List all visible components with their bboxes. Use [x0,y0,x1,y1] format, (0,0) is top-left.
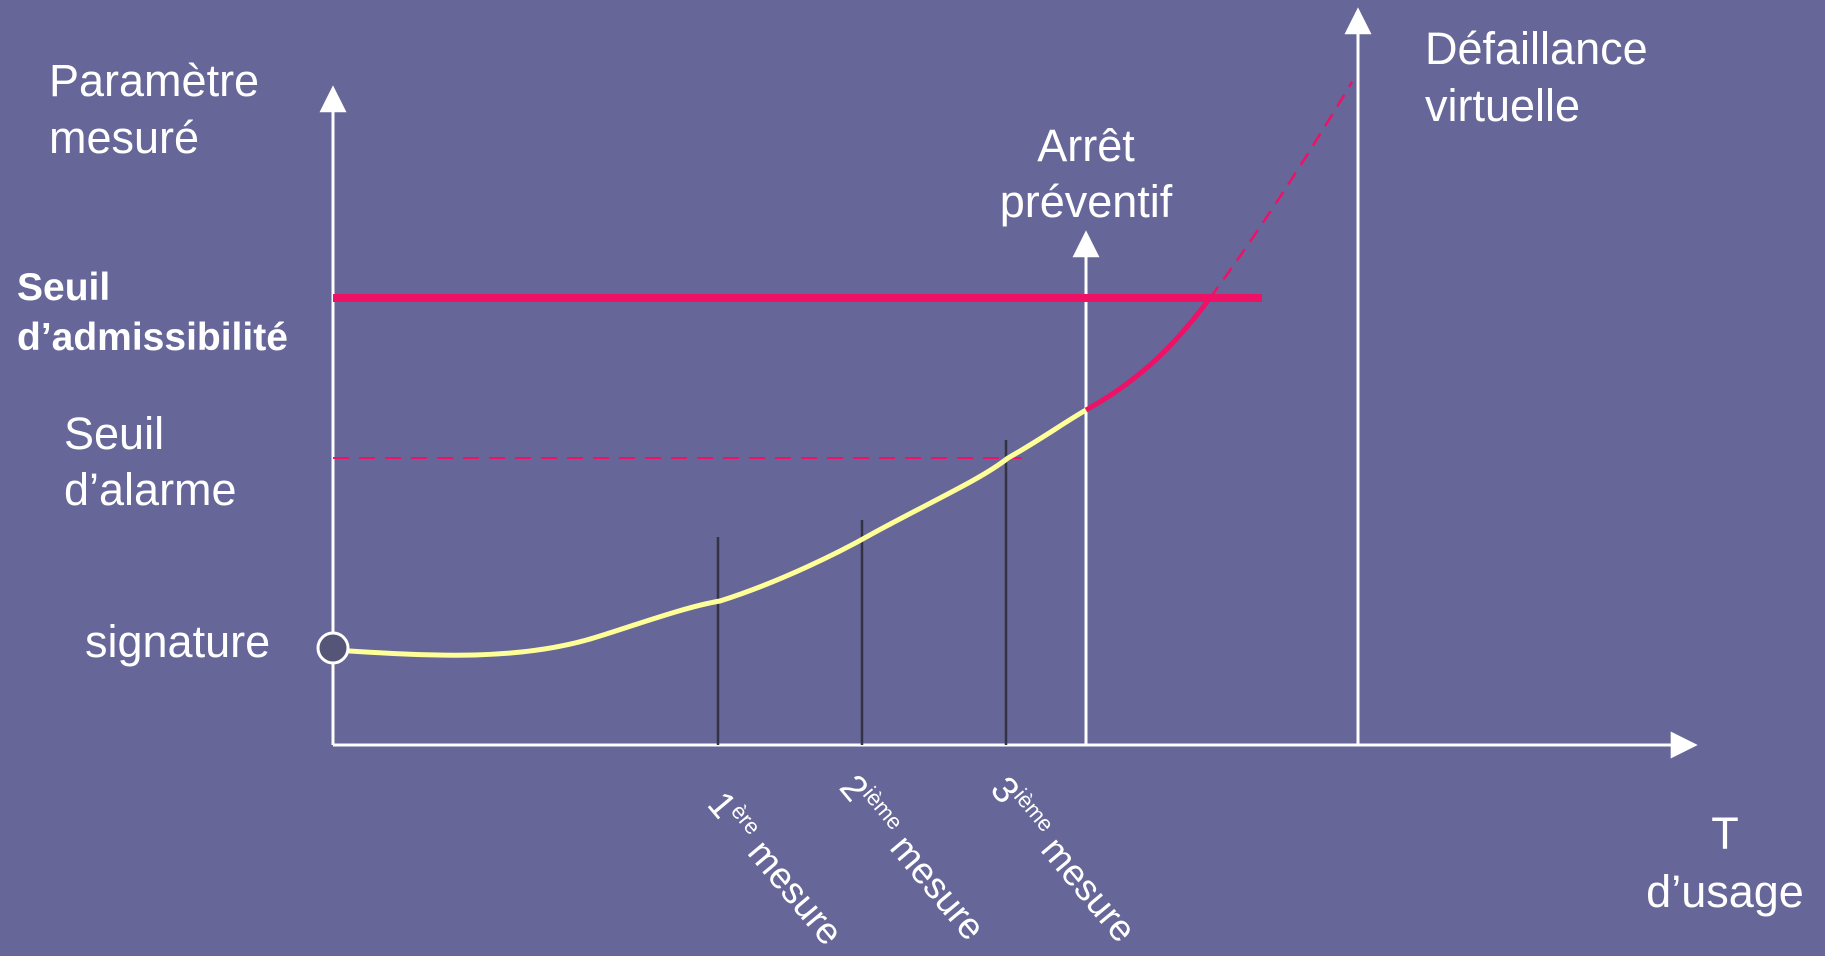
measure-label-2: 2ième mesure [832,766,994,948]
degradation-curve [330,407,1089,658]
preventive-stop-label-line1: Arrêt [1037,120,1135,171]
degradation-curve-critical [1084,296,1213,413]
alarm-label-line1: Seuil [64,408,164,459]
measure-label-1: 1ère mesure [700,783,852,953]
y-axis-label-line1: Paramètre [49,55,259,106]
svg-text:1ère mesure: 1ère mesure [700,783,852,953]
virtual-failure-label-line2: virtuelle [1425,80,1580,131]
admissibility-label-line2: d’admissibilité [17,316,288,359]
preventive-stop-label-line2: préventif [1000,176,1173,227]
x-axis-label-line2: d’usage [1646,866,1804,917]
y-axis-label-line2: mesuré [49,112,199,163]
measure-label-3: 3ième mesure [983,768,1145,950]
x-axis-label-line1: T [1711,808,1739,859]
signature-label: signature [85,616,270,667]
signature-point [316,631,350,665]
admissibility-label-line1: Seuil [17,266,110,309]
degradation-curve-extrapolation [1208,81,1354,299]
virtual-failure-label-line1: Défaillance [1425,23,1648,74]
svg-text:2ième mesure: 2ième mesure [832,766,994,948]
alarm-label-line2: d’alarme [64,464,237,515]
svg-text:3ième mesure: 3ième mesure [983,768,1145,950]
